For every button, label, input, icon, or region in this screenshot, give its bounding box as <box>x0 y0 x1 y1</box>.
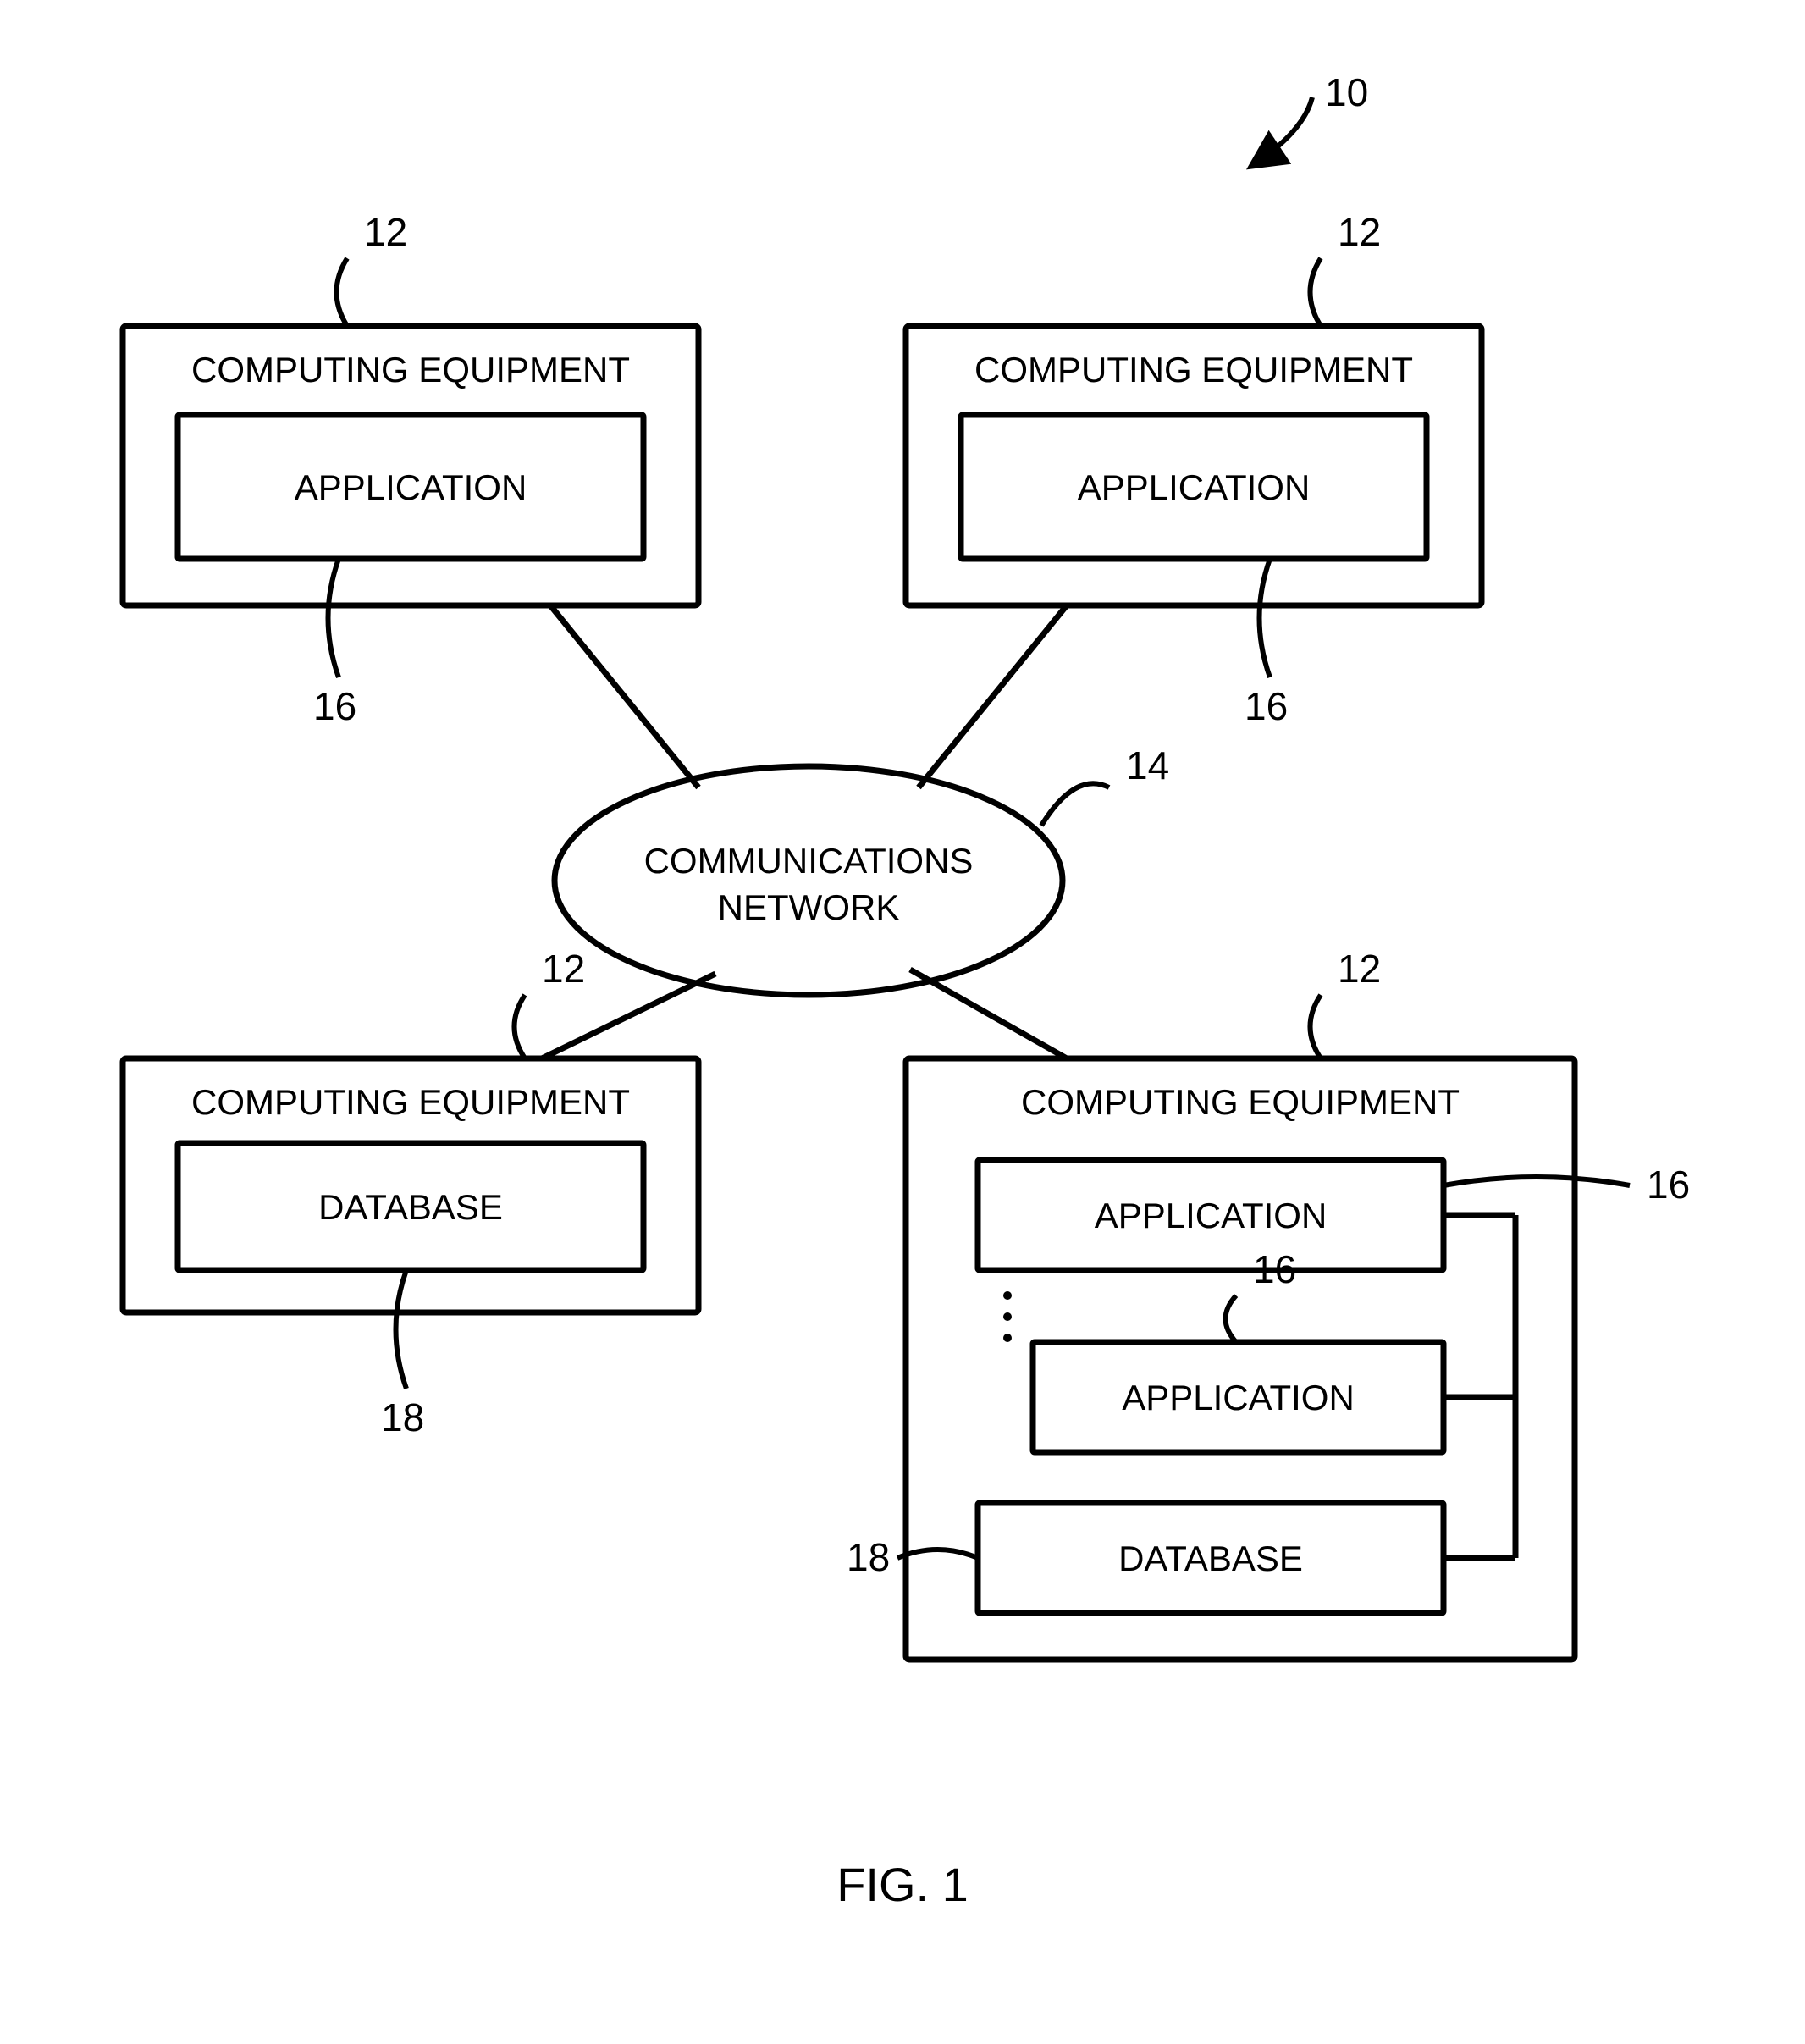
ellipsis-dot <box>1003 1334 1012 1342</box>
bottom_left-inner-label: DATABASE <box>318 1187 503 1227</box>
system-ref-arrow <box>1253 97 1312 165</box>
conn-tl <box>550 605 698 787</box>
system-refnum: 10 <box>1325 70 1368 114</box>
network-label-1: COMMUNICATIONS <box>644 841 974 881</box>
tr-12-leader <box>1311 258 1322 326</box>
br-16a-refnum: 16 <box>1647 1163 1690 1207</box>
ellipsis-dot <box>1003 1291 1012 1300</box>
br-16a-leader <box>1443 1177 1630 1185</box>
top_left-inner-label: APPLICATION <box>295 467 527 507</box>
top_left-title: COMPUTING EQUIPMENT <box>191 350 630 389</box>
figure-caption: FIG. 1 <box>836 1858 969 1911</box>
br-12-refnum: 12 <box>1338 947 1381 991</box>
conn-tr <box>919 605 1067 787</box>
bl-12-refnum: 12 <box>542 947 585 991</box>
net-14-refnum: 14 <box>1126 743 1169 787</box>
br-18-refnum: 18 <box>847 1535 890 1579</box>
tl-16-refnum: 16 <box>313 684 356 728</box>
bl-18-refnum: 18 <box>381 1395 424 1439</box>
bottom_right-inner-label: APPLICATION <box>1122 1378 1355 1417</box>
top_right-inner-label: APPLICATION <box>1078 467 1311 507</box>
br-16b-refnum: 16 <box>1253 1247 1296 1291</box>
bottom_left-title: COMPUTING EQUIPMENT <box>191 1082 630 1122</box>
bl-18-leader <box>396 1270 407 1389</box>
bottom_right-inner-label: DATABASE <box>1118 1539 1303 1578</box>
conn-br <box>910 970 1067 1058</box>
net-14-leader <box>1041 783 1109 826</box>
tl-12-leader <box>337 258 348 326</box>
br-12-leader <box>1311 995 1322 1058</box>
tr-12-refnum: 12 <box>1338 210 1381 254</box>
bottom_right-inner-label: APPLICATION <box>1095 1196 1328 1235</box>
tl-16-leader <box>328 559 339 677</box>
tl-12-refnum: 12 <box>364 210 407 254</box>
top_right-title: COMPUTING EQUIPMENT <box>974 350 1413 389</box>
network-label-2: NETWORK <box>718 887 900 927</box>
tr-16-leader <box>1260 559 1271 677</box>
bottom_right-title: COMPUTING EQUIPMENT <box>1021 1082 1460 1122</box>
tr-16-refnum: 16 <box>1245 684 1288 728</box>
bl-12-leader <box>515 995 526 1058</box>
br-18-leader <box>897 1550 978 1558</box>
br-16b-leader <box>1226 1295 1237 1342</box>
ellipsis-dot <box>1003 1312 1012 1321</box>
